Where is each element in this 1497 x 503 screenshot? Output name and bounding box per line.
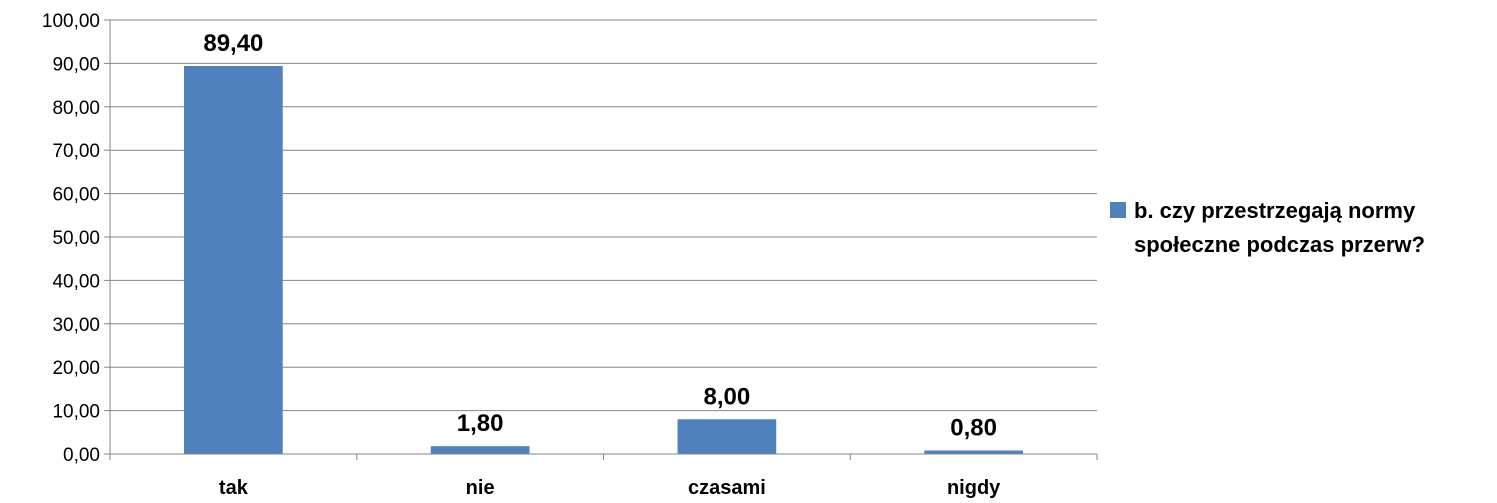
- axes: [104, 19, 1098, 460]
- data-label-nie: 1,80: [457, 410, 504, 437]
- data-label-czasami: 8,00: [704, 383, 751, 410]
- y-tick-label: 20,00: [52, 358, 100, 379]
- legend-label: b. czy przestrzegają normy społeczne pod…: [1134, 198, 1425, 257]
- legend-swatch: [1110, 202, 1126, 218]
- legend: b. czy przestrzegają normy społeczne pod…: [1110, 194, 1490, 262]
- data-label-nigdy: 0,80: [950, 415, 997, 442]
- category-label-nigdy: nigdy: [947, 477, 1001, 499]
- category-label-nie: nie: [466, 477, 495, 499]
- bar-czasami: [677, 419, 777, 454]
- bar-nie: [430, 446, 530, 454]
- y-tick-label: 0,00: [63, 445, 100, 466]
- y-tick-label: 30,00: [52, 315, 100, 336]
- y-tick-label: 40,00: [52, 271, 100, 292]
- data-label-tak: 89,40: [203, 30, 263, 57]
- y-tick-label: 70,00: [52, 141, 100, 162]
- x-category-labels: tak nie czasami nigdy: [219, 477, 1001, 499]
- data-labels: 89,40 1,80 8,00 0,80: [203, 30, 997, 442]
- category-label-czasami: czasami: [688, 477, 766, 499]
- y-tick-label: 80,00: [52, 98, 100, 119]
- bar-tak: [184, 66, 283, 454]
- y-tick-label: 100,00: [42, 11, 100, 32]
- y-tick-label: 90,00: [52, 54, 100, 75]
- y-tick-label: 60,00: [52, 185, 100, 206]
- y-tick-label: 10,00: [52, 402, 100, 423]
- bar-nigdy: [924, 450, 1023, 454]
- y-tick-labels: 0,00 10,00 20,00 30,00 40,00 50,00 60,00 70,00 8…: [42, 11, 100, 466]
- bars: [184, 66, 1023, 454]
- category-label-tak: tak: [219, 477, 249, 499]
- y-tick-label: 50,00: [52, 228, 100, 249]
